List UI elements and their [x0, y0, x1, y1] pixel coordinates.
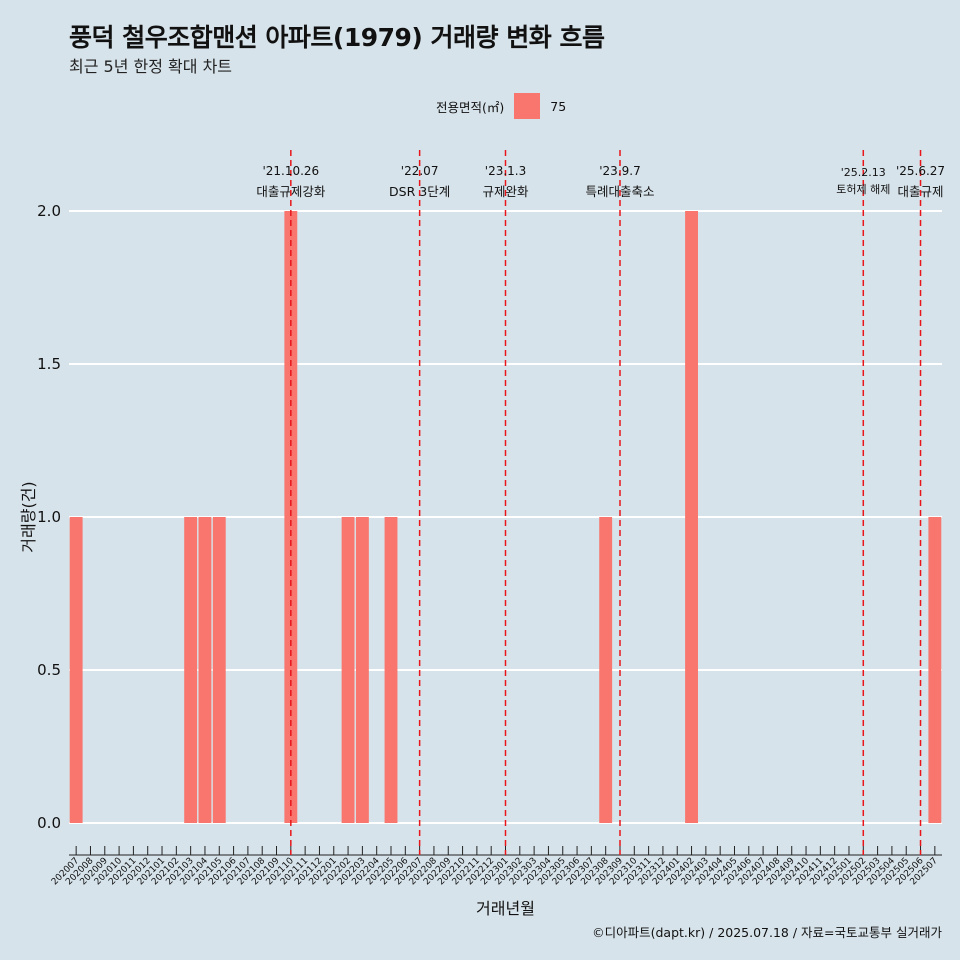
- bar-202110: [284, 211, 298, 823]
- bar-202103: [184, 517, 198, 823]
- bar-202202: [341, 517, 355, 823]
- x-axis-title: 거래년월: [476, 899, 535, 918]
- legend: 전용면적(㎡) 75: [436, 92, 566, 120]
- event-label-202110: 대출규제강화: [256, 184, 326, 199]
- y-tick-label: 2.0: [37, 202, 61, 220]
- legend-label-75: 75: [550, 98, 567, 114]
- legend-key-75: [514, 93, 541, 119]
- bar-202104: [198, 517, 212, 823]
- event-label-202506: 대출규제: [898, 184, 944, 199]
- chart-title: 풍덕 철우조합맨션 아파트(1979) 거래량 변화 흐름: [69, 23, 605, 52]
- event-date-202502: '25.2.13: [841, 166, 886, 179]
- event-label-202301: 규제완화: [482, 184, 529, 199]
- event-label-202309: 특례대출축소: [585, 184, 654, 199]
- y-tick-label: 0.5: [37, 661, 61, 679]
- bar-202507: [928, 517, 942, 823]
- bar-202308: [599, 517, 613, 823]
- source-caption: ©디아파트(dapt.kr) / 2025.07.18 / 자료=국토교통부 실…: [592, 925, 942, 940]
- event-date-202301: '23.1.3: [485, 164, 526, 178]
- bar-202205: [384, 517, 398, 823]
- event-date-202309: '23.9.7: [599, 164, 640, 178]
- legend-title: 전용면적(㎡): [436, 99, 505, 115]
- event-date-202506: '25.6.27: [896, 164, 945, 178]
- chart-subtitle: 최근 5년 한정 확대 차트: [69, 57, 233, 76]
- y-tick-label: 1.5: [37, 355, 61, 373]
- event-date-202110: '21.10.26: [262, 164, 319, 178]
- event-label-202207: DSR 3단계: [389, 184, 450, 199]
- bar-202203: [355, 517, 369, 823]
- bar-202007: [69, 517, 83, 823]
- bar-202402: [685, 211, 698, 823]
- y-tick-label: 1.0: [37, 508, 61, 526]
- y-tick-label: 0.0: [37, 814, 61, 832]
- y-axis-title: 거래량(건): [19, 481, 38, 552]
- bar-202105: [212, 517, 226, 823]
- event-label-202502: 토허제 해제: [836, 182, 890, 196]
- event-date-202207: '22.07: [401, 164, 439, 178]
